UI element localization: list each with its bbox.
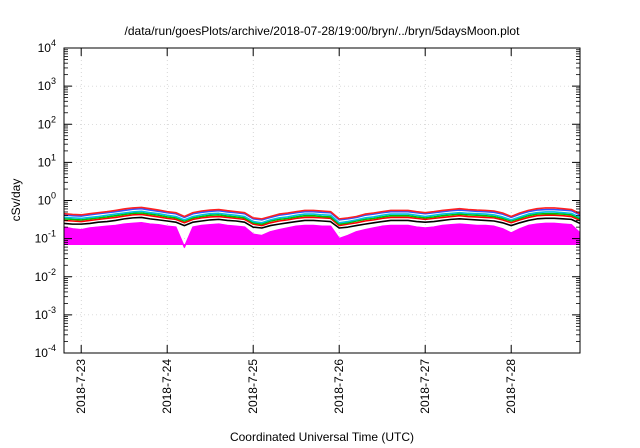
chart-title: /data/run/goesPlots/archive/2018-07-28/1… <box>125 24 521 38</box>
y-tick-label: 102 <box>38 114 56 131</box>
grid <box>64 47 580 354</box>
plot-frame <box>63 47 581 354</box>
x-axis-label: Coordinated Universal Time (UTC) <box>230 430 414 444</box>
y-tick-label: 10-4 <box>35 343 56 360</box>
series-layer <box>63 206 581 249</box>
y-tick-label: 103 <box>38 76 56 93</box>
series-line <box>63 213 581 227</box>
series-line <box>63 210 581 224</box>
x-tick-label: 2018-7-26 <box>332 359 346 414</box>
series-line <box>63 216 581 229</box>
x-tick-label: 2018-7-23 <box>74 359 88 414</box>
y-tick-label: 10-1 <box>35 229 56 246</box>
series-line <box>63 212 581 225</box>
series-line <box>63 207 581 221</box>
series-line <box>63 206 581 220</box>
axes: 104 103 102 101 100 10-1 10-2 10-3 10-4 2018-7-23… <box>35 38 580 414</box>
y-tick-label: 10-3 <box>35 305 56 322</box>
y-tick-label: 104 <box>38 38 56 55</box>
x-tick-label: 2018-7-25 <box>246 359 260 414</box>
series-line <box>63 222 581 248</box>
y-axis-label: cSv/day <box>9 179 23 222</box>
x-tick-label: 2018-7-28 <box>504 359 518 414</box>
y-tick-label: 10-2 <box>35 267 56 284</box>
y-tick-label: 100 <box>38 191 56 208</box>
x-tick-label: 2018-7-24 <box>160 359 174 414</box>
x-tick-label: 2018-7-27 <box>418 359 432 414</box>
y-tick-label: 101 <box>38 152 56 169</box>
